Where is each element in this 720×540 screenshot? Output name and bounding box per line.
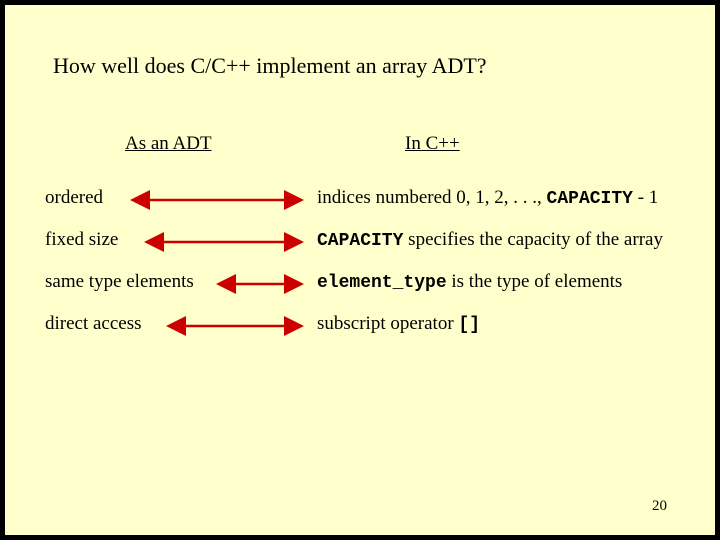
mapping-row: same type elements element_type is the t…: [5, 267, 715, 301]
mapping-row: direct access subscript operator []: [5, 309, 715, 343]
mapping-row: ordered indices numbered 0, 1, 2, . . .,…: [5, 183, 715, 217]
double-arrow-icon: [127, 183, 307, 217]
mapping-row: fixed size CAPACITY specifies the capaci…: [5, 225, 715, 259]
cpp-implementation: subscript operator []: [317, 313, 480, 335]
double-arrow-icon: [163, 309, 307, 343]
cpp-implementation: element_type is the type of elements: [317, 271, 622, 293]
text-post: - 1: [633, 187, 658, 208]
double-arrow-icon: [213, 267, 307, 301]
text-post: is the type of elements: [447, 271, 623, 292]
text-pre: subscript operator: [317, 313, 458, 334]
adt-property: ordered: [45, 187, 103, 209]
double-arrow-icon: [141, 225, 307, 259]
page-number: 20: [652, 498, 667, 515]
slide-title: How well does C/C++ implement an array A…: [53, 53, 487, 79]
text-post: specifies the capacity of the array: [403, 229, 663, 250]
adt-property: same type elements: [45, 271, 194, 293]
cpp-implementation: CAPACITY specifies the capacity of the a…: [317, 229, 663, 251]
text-pre: indices numbered 0, 1, 2, . . .,: [317, 187, 547, 208]
column-header-left: As an ADT: [125, 133, 212, 155]
column-header-right: In C++: [405, 133, 460, 155]
code-span: element_type: [317, 273, 447, 293]
code-span: CAPACITY: [317, 231, 403, 251]
code-span: CAPACITY: [547, 189, 633, 209]
code-span: []: [458, 315, 480, 335]
adt-property: direct access: [45, 313, 142, 335]
adt-property: fixed size: [45, 229, 118, 251]
cpp-implementation: indices numbered 0, 1, 2, . . ., CAPACIT…: [317, 187, 658, 209]
slide: How well does C/C++ implement an array A…: [5, 5, 715, 535]
